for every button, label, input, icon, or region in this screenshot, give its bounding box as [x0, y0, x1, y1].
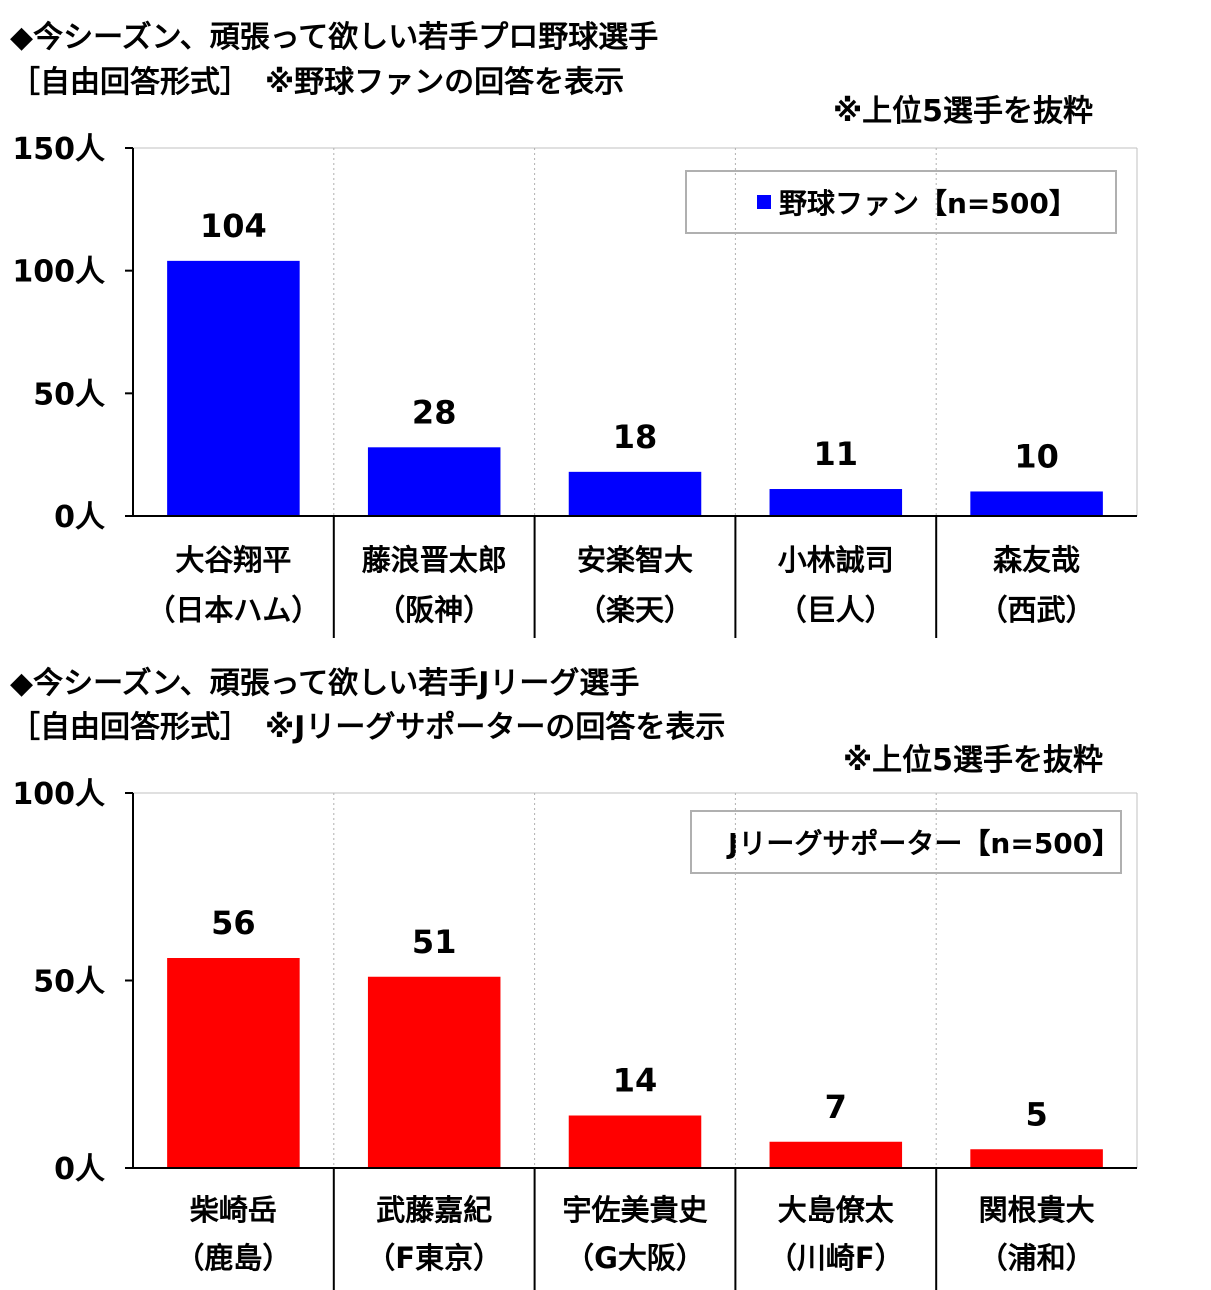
chart2-bar [568, 1115, 702, 1168]
chart1-bar [769, 489, 903, 516]
chart1-note: ※上位5選手を抜粋 [833, 94, 1094, 129]
chart2-data-label: 14 [613, 1062, 658, 1100]
chart2-data-label: 7 [825, 1088, 847, 1126]
chart2-category-team-label: （F東京） [366, 1241, 502, 1275]
chart1-category-team-label: （阪神） [376, 593, 492, 627]
chart1-category-label: 森友哉 [993, 543, 1080, 577]
chart1-legend-swatch [757, 195, 771, 209]
chart1-legend: 野球ファン【n=500】 [685, 170, 1117, 234]
chart2-category-team-label: （川崎F） [768, 1241, 904, 1275]
chart1-y-tick-label: 50人 [33, 377, 105, 412]
chart1-category-team-label: （西武） [979, 593, 1095, 627]
chart2-category-label: 大島僚太 [778, 1193, 895, 1227]
chart1-data-label: 18 [613, 418, 658, 456]
chart1-category-label: 安楽智大 [577, 543, 693, 577]
chart1-category-label: 藤浪晋太郎 [362, 543, 507, 577]
chart2-subtitle: ［自由回答形式］ ※Jリーグサポーターの回答を表示 [10, 710, 726, 745]
chart2-category-team-label: （G大阪） [565, 1241, 705, 1275]
chart2-bar [167, 958, 300, 1168]
chart2-bar [367, 976, 501, 1168]
chart2-legend: Jリーグサポーター【n=500】 [690, 810, 1122, 874]
chart2-category-label: 宇佐美貴史 [562, 1193, 707, 1227]
chart1-category-label: 大谷翔平 [175, 543, 291, 577]
chart1-category-label: 小林誠司 [778, 543, 894, 577]
chart2-bar [970, 1149, 1103, 1168]
chart2-category-label: 関根貴大 [979, 1193, 1095, 1227]
chart1-category-team-label: （日本ハム） [146, 593, 320, 627]
chart2-category-label: 柴崎岳 [190, 1193, 277, 1227]
chart1-bar [970, 491, 1103, 516]
chart1-y-tick-label: 100人 [12, 255, 105, 290]
chart1-data-label: 11 [814, 435, 859, 473]
chart1-y-tick-label: 150人 [12, 132, 105, 167]
chart2-y-tick-label: 100人 [12, 777, 105, 812]
chart2-bar [769, 1141, 903, 1168]
chart2-y-tick-label: 50人 [33, 965, 105, 1000]
chart2-y-tick-label: 0人 [54, 1152, 105, 1187]
chart2-data-label: 51 [412, 923, 457, 961]
chart1-bar [167, 260, 300, 516]
chart2-title: ◆今シーズン、頑張って欲しい若手Jリーグ選手 [10, 666, 640, 701]
chart2-data-label: 56 [211, 904, 256, 942]
chart1-bar [568, 471, 702, 516]
chart2-category-label: 武藤嘉紀 [376, 1193, 492, 1227]
chart2-category-team-label: （鹿島） [175, 1241, 291, 1275]
chart1-data-label: 10 [1014, 437, 1059, 475]
chart2-legend-label: Jリーグサポーター【n=500】 [728, 827, 1121, 860]
chart2-data-label: 5 [1025, 1095, 1047, 1133]
chart1-data-label: 28 [412, 393, 457, 431]
chart1-title: ◆今シーズン、頑張って欲しい若手プロ野球選手 [10, 20, 659, 55]
chart2-category-team-label: （浦和） [979, 1241, 1095, 1275]
chart1-legend-label: 野球ファン【n=500】 [779, 187, 1077, 220]
chart1-subtitle: ［自由回答形式］ ※野球ファンの回答を表示 [10, 65, 625, 100]
chart2-note: ※上位5選手を抜粋 [843, 743, 1104, 778]
chart1-category-team-label: （巨人） [778, 593, 894, 627]
chart1-data-label: 104 [200, 207, 267, 245]
chart1-y-tick-label: 0人 [54, 500, 105, 535]
chart1-bar [367, 447, 501, 516]
chart1-category-team-label: （楽天） [577, 593, 693, 627]
